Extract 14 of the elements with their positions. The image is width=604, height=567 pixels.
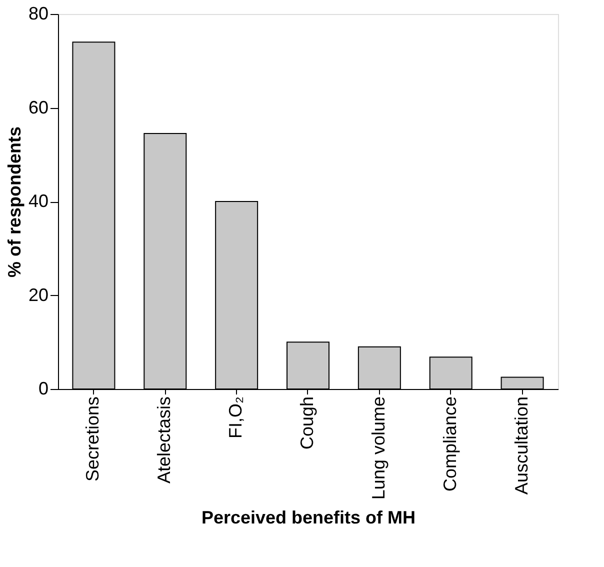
y-tick-label: 60 — [28, 97, 48, 118]
y-tick-label: 80 — [28, 4, 48, 24]
x-tick-label: Cough — [297, 396, 317, 450]
x-tick-label: Lung volume — [368, 396, 388, 500]
x-axis-title: Perceived benefits of MH — [201, 508, 416, 528]
y-tick-label: 40 — [28, 191, 48, 211]
y-tick-label: 20 — [28, 284, 48, 305]
x-tick-label: FI,O₂ — [226, 396, 246, 438]
y-axis-title: % of respondents — [4, 126, 24, 278]
x-tick-label: Atelectasis — [154, 396, 174, 484]
x-tick-label: Auscultation — [511, 396, 532, 495]
y-tick-label: 0 — [38, 378, 48, 398]
x-tick-label: Secretions — [82, 396, 103, 482]
x-tick-label: Compliance — [440, 396, 460, 492]
